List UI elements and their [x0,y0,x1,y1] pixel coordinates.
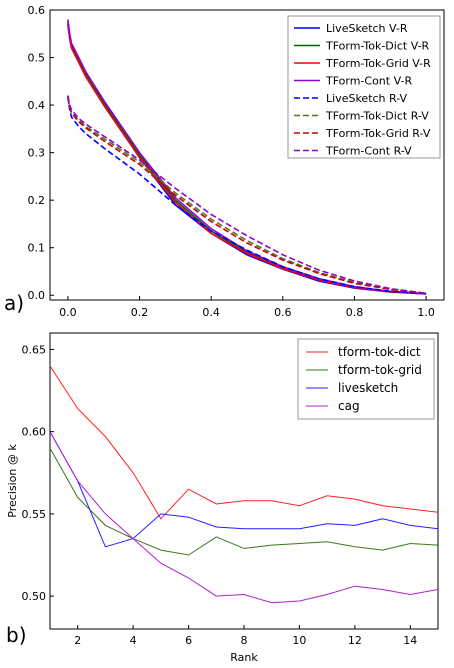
chart-a-y-tick-label: 0.6 [28,4,46,17]
chart-a-legend-label: TForm-Cont V-R [325,75,412,88]
chart-b-x-tick-label: 10 [292,634,306,647]
chart-a-y-ticks: 0.0 0.1 0.2 0.3 0.4 0.5 0.6 [28,4,54,302]
chart-a-legend-label: LiveSketch V-R [326,22,408,35]
chart-a-y-tick-label: 0.4 [28,99,46,112]
chart-a-y-tick-label: 0.3 [28,147,46,160]
chart-a-legend-label: TForm-Tok-Dict V-R [325,40,430,53]
chart-b-y-tick-label: 0.50 [22,590,47,603]
chart-a-y-tick-label: 0.1 [28,242,46,255]
chart-a: 0.0 0.2 0.4 0.6 0.8 1.0 0.0 0.1 0.2 0.3 0.4 0.5 0.6… [28,4,445,319]
chart-b-legend-label: livesketch [338,381,398,395]
chart-b-legend-label: tform-tok-dict [338,345,421,359]
chart-a-x-tick-label: 0.0 [59,306,77,319]
chart-a-series-line [67,95,427,295]
chart-a-x-tick-label: 0.8 [346,306,364,319]
chart-b-legend: tform-tok-dict tform-tok-grid livesketch ca… [297,338,435,420]
chart-b-series-line [49,365,439,520]
chart-b-x-tick-label: 2 [74,634,81,647]
chart-b: 2 4 6 8 10 12 14 0.50 0.55 0.60 0.65 tform-tok-di… [6,332,439,664]
chart-b-y-tick-label: 0.60 [22,426,47,439]
chart-a-series-line [67,24,427,295]
chart-a-y-tick-label: 0.2 [28,194,46,207]
chart-b-series-line [49,431,439,604]
chart-a-legend-label: TForm-Cont R-V [325,145,412,158]
chart-b-x-tick-label: 14 [403,634,417,647]
chart-b-series-line [49,447,439,556]
chart-a-legend-box [287,15,441,159]
chart-b-series-group [49,365,439,604]
chart-a-x-tick-label: 1.0 [417,306,435,319]
chart-a-legend-label: TForm-Tok-Grid R-V [325,127,431,140]
chart-b-x-axis-label: Rank [230,651,258,664]
chart-a-x-tick-label: 0.2 [131,306,149,319]
chart-a-series-line [67,97,427,295]
chart-a-x-ticks: 0.0 0.2 0.4 0.6 0.8 1.0 [59,296,435,319]
chart-b-x-ticks: 2 4 6 8 10 12 14 [74,625,417,647]
chart-b-x-tick-label: 12 [348,634,362,647]
chart-a-series-line [67,95,427,295]
chart-a-frame [49,9,445,301]
chart-b-y-ticks: 0.50 0.55 0.60 0.65 [22,343,54,603]
chart-b-y-axis-label: Precision @ k [6,444,19,518]
chart-b-x-tick-label: 8 [241,634,248,647]
chart-b-series-line [49,431,439,548]
panel-b-label: b) [6,623,27,647]
chart-b-y-tick-label: 0.65 [22,343,47,356]
chart-b-x-tick-label: 6 [185,634,192,647]
chart-b-legend-label: cag [338,399,360,413]
chart-a-x-tick-label: 0.4 [202,306,220,319]
chart-a-legend-label: TForm-Tok-Dict R-V [325,110,429,123]
chart-a-legend-label: TForm-Tok-Grid V-R [325,57,431,70]
chart-a-series-group [67,19,427,295]
chart-a-legend-label: LiveSketch R-V [326,92,408,105]
chart-a-y-tick-label: 0.0 [28,289,46,302]
panel-a-label: a) [4,291,24,315]
chart-a-y-tick-label: 0.5 [28,52,46,65]
chart-b-y-tick-label: 0.55 [22,508,47,521]
chart-a-x-tick-label: 0.6 [274,306,292,319]
chart-b-x-tick-label: 4 [130,634,137,647]
chart-b-legend-label: tform-tok-grid [338,363,422,377]
chart-a-legend: LiveSketch V-R TForm-Tok-Dict V-R TForm-To… [287,15,441,159]
